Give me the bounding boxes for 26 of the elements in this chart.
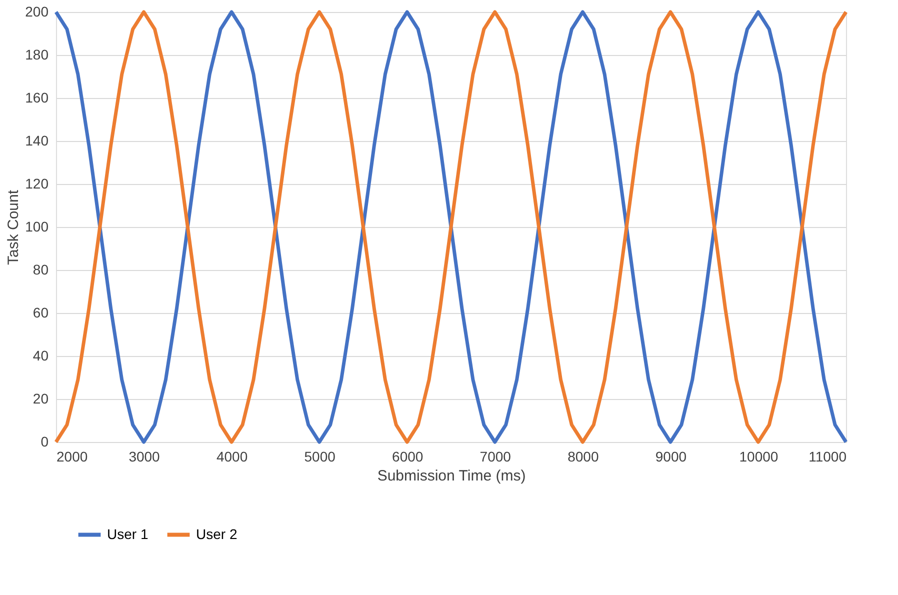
y-tick-label: 180 bbox=[25, 46, 49, 62]
y-tick-label: 140 bbox=[25, 132, 49, 148]
x-tick-label: 6000 bbox=[392, 448, 424, 464]
y-tick-label: 160 bbox=[25, 90, 49, 106]
x-tick-label: 4000 bbox=[216, 448, 248, 464]
x-tick-label: 2000 bbox=[56, 448, 88, 464]
y-tick-label: 0 bbox=[40, 434, 49, 450]
y-tick-label: 20 bbox=[32, 390, 49, 406]
y-tick-label: 120 bbox=[25, 176, 49, 192]
x-tick-label: 3000 bbox=[128, 448, 160, 464]
line-series bbox=[54, 10, 848, 444]
x-tick-label: 7000 bbox=[480, 448, 512, 464]
y-tick-label: 60 bbox=[32, 304, 49, 320]
x-tick-label: 10000 bbox=[739, 448, 778, 464]
y-tick-label: 200 bbox=[25, 4, 49, 20]
y-tick-label: 100 bbox=[25, 218, 49, 234]
x-tick-label: 8000 bbox=[568, 448, 599, 464]
legend-label: User 2 bbox=[196, 526, 238, 542]
y-axis-title: Task Count bbox=[5, 189, 22, 266]
x-tick-label: 5000 bbox=[304, 448, 336, 464]
x-tick-label: 11000 bbox=[808, 448, 847, 464]
x-axis-title: Submission Time (ms) bbox=[377, 468, 526, 484]
legend-label: User 1 bbox=[107, 526, 148, 542]
x-tick-label: 9000 bbox=[655, 448, 687, 464]
y-tick-label: 40 bbox=[32, 348, 49, 364]
y-tick-label: 80 bbox=[32, 262, 49, 278]
